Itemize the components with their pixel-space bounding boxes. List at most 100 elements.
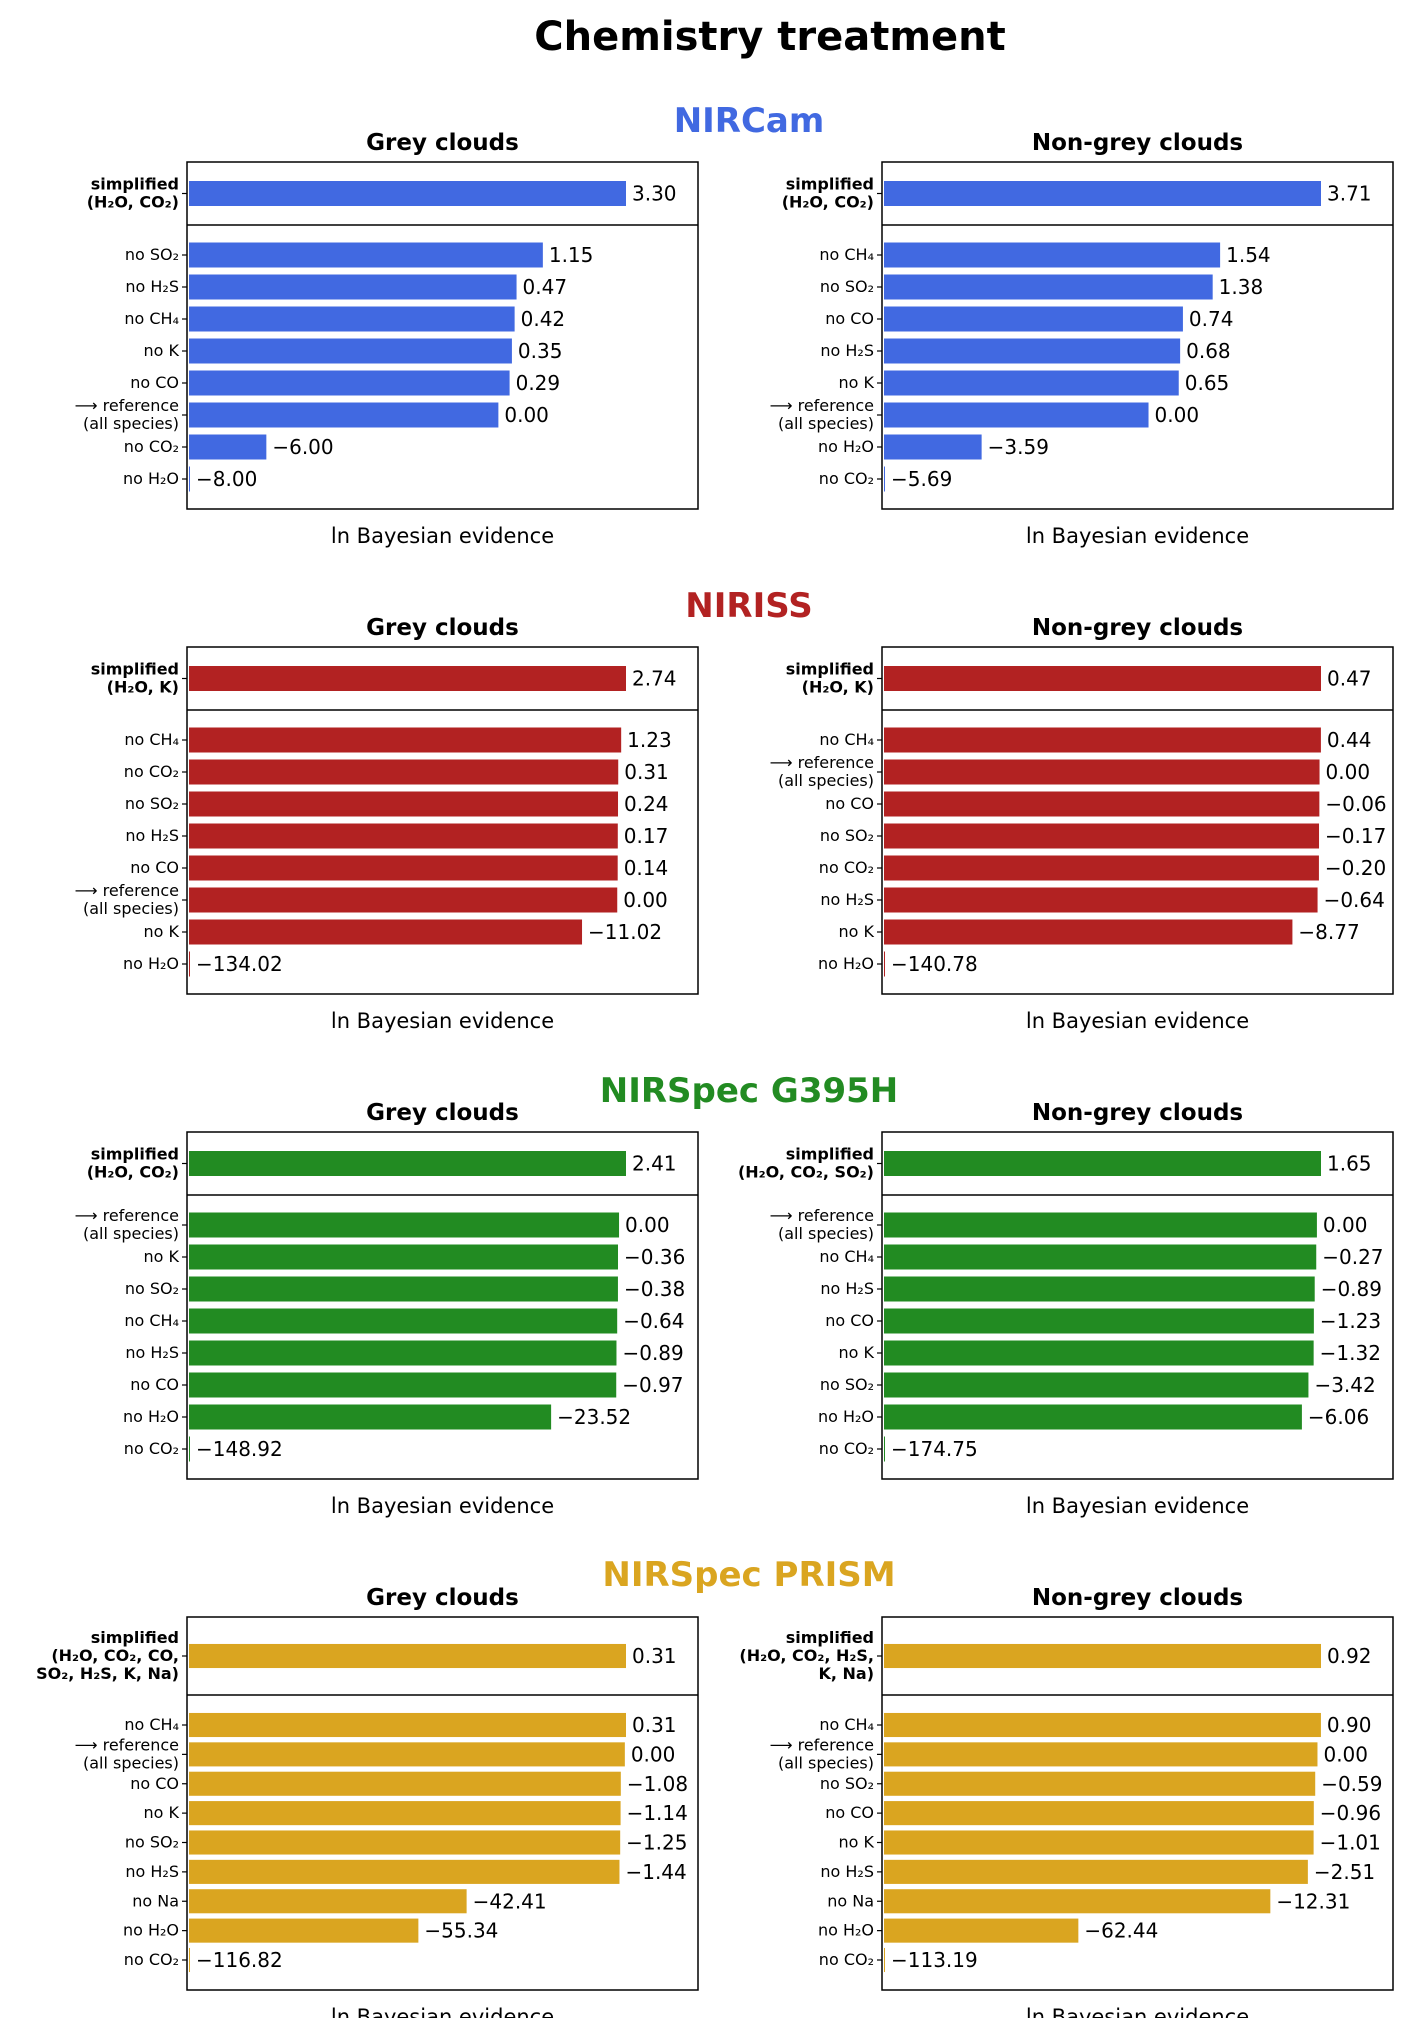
category-label: no SO₂ (125, 1833, 179, 1852)
category-label: ⟶ reference (all species) (75, 1735, 179, 1772)
category-label: no CO (130, 1375, 179, 1394)
bar-value-label: 0.14 (624, 856, 669, 880)
category-label: no CO (825, 1311, 874, 1330)
bar-value-label: 1.54 (1226, 243, 1271, 267)
bar-value-label: −148.92 (196, 1437, 283, 1461)
bar (189, 338, 512, 364)
panel-frame (881, 161, 1394, 510)
bar (189, 1859, 620, 1884)
bar (189, 434, 267, 460)
bar (189, 370, 510, 396)
category-label: simplified (H₂O, K) (91, 660, 179, 697)
bar-value-label: 1.65 (1327, 1152, 1372, 1176)
bar (884, 1859, 1308, 1884)
bar-value-label: 0.92 (1327, 1644, 1372, 1668)
bar-value-label: 0.00 (1326, 760, 1371, 784)
category-label: no H₂O (818, 1921, 874, 1940)
bar (189, 1436, 190, 1462)
category-label: no SO₂ (820, 826, 874, 845)
panel-frame (881, 1131, 1394, 1480)
bar (884, 1212, 1317, 1238)
bar (189, 666, 626, 691)
bar-value-label: −134.02 (196, 952, 283, 976)
bar (884, 1771, 1316, 1796)
category-label: simplified (H₂O, CO₂) (87, 1145, 179, 1182)
category-label: ⟶ reference (all species) (75, 881, 179, 918)
bar-value-label: −0.64 (1324, 888, 1385, 912)
bar-value-label: −116.82 (196, 1948, 283, 1972)
nirspec-prism-grey-panel: Grey clouds 0.31 simplified (H₂O, CO₂, CO, S… (36, 1585, 699, 2018)
bar (884, 242, 1221, 268)
category-label: no K (143, 1803, 179, 1822)
bar (884, 1340, 1314, 1366)
bar-value-label: 1.23 (627, 728, 672, 752)
bar (884, 855, 1319, 881)
bar (189, 1830, 621, 1855)
bar-value-label: −8.00 (196, 467, 257, 491)
bar (189, 1276, 618, 1302)
bar (189, 1889, 467, 1914)
category-label: no K (838, 1833, 874, 1852)
bar-value-label: −1.08 (627, 1772, 688, 1796)
category-label: no CO (825, 794, 874, 813)
bar (884, 1276, 1315, 1302)
nirspec-prism-instrument-title: NIRSpec PRISM (602, 1555, 895, 1595)
bar (189, 306, 515, 332)
category-label: simplified (H₂O, CO₂, H₂S, K, Na) (739, 1628, 874, 1683)
bar (884, 402, 1149, 428)
bar-value-label: −3.59 (988, 435, 1049, 459)
bar-value-label: −1.25 (626, 1831, 687, 1855)
bar-value-label: −55.34 (424, 1919, 498, 1943)
category-label: no H₂S (820, 1862, 874, 1881)
panel-frame (186, 646, 699, 995)
bar (884, 951, 885, 977)
bar-value-label: −3.42 (1314, 1373, 1375, 1397)
bar (189, 1244, 619, 1270)
bar-value-label: −1.32 (1320, 1341, 1381, 1365)
bar (189, 1151, 626, 1176)
bar-value-label: 2.41 (632, 1152, 677, 1176)
category-label: no CO₂ (124, 762, 179, 781)
bar (189, 919, 583, 945)
bar-value-label: 0.31 (632, 1644, 677, 1668)
category-label: no SO₂ (820, 1375, 874, 1394)
category-label: no CH₄ (819, 1715, 874, 1734)
category-label: simplified (H₂O, CO₂) (87, 175, 179, 212)
category-label: ⟶ reference (all species) (75, 396, 179, 433)
panel-title: Non-grey clouds (1032, 615, 1243, 641)
nircam-row: NIRCam Grey clouds 3.30 simplified (H₂O, CO₂… (75, 101, 1394, 548)
bar-value-label: −8.77 (1298, 920, 1359, 944)
category-label: no Na (132, 1891, 179, 1910)
bar (189, 466, 190, 492)
bar (189, 951, 190, 977)
niriss-grey-panel: Grey clouds 2.74 simplified (H₂O, K) 1.23 no … (75, 615, 699, 1033)
bar (884, 1830, 1314, 1855)
bar-value-label: −0.97 (622, 1373, 683, 1397)
category-label: no H₂O (123, 1921, 179, 1940)
category-label: no CH₄ (819, 1247, 874, 1266)
category-label: no K (143, 341, 179, 360)
bar-value-label: −42.41 (473, 1889, 547, 1913)
bar-value-label: −12.31 (1276, 1889, 1350, 1913)
bar (189, 1643, 626, 1669)
bar (884, 1372, 1309, 1398)
bar-value-label: −1.14 (627, 1801, 688, 1825)
bar (884, 1889, 1271, 1914)
bar (884, 1436, 885, 1462)
category-label: no SO₂ (125, 794, 179, 813)
bar (189, 727, 622, 753)
bar-value-label: −0.59 (1321, 1772, 1382, 1796)
nirspec-g395h-row: NIRSpec G395H Grey clouds 2.41 simplified (H… (75, 1071, 1394, 1518)
bar-value-label: −0.27 (1322, 1245, 1383, 1269)
bar (189, 1771, 621, 1796)
category-label: no CO₂ (124, 437, 179, 456)
bar (884, 370, 1179, 396)
bar (189, 1712, 626, 1738)
category-label: no CO₂ (819, 1439, 874, 1458)
bar (189, 1742, 625, 1767)
bar (884, 1712, 1321, 1738)
category-label: simplified (H₂O, K) (786, 660, 874, 697)
bar (189, 274, 517, 300)
bar-value-label: 0.68 (1186, 339, 1231, 363)
